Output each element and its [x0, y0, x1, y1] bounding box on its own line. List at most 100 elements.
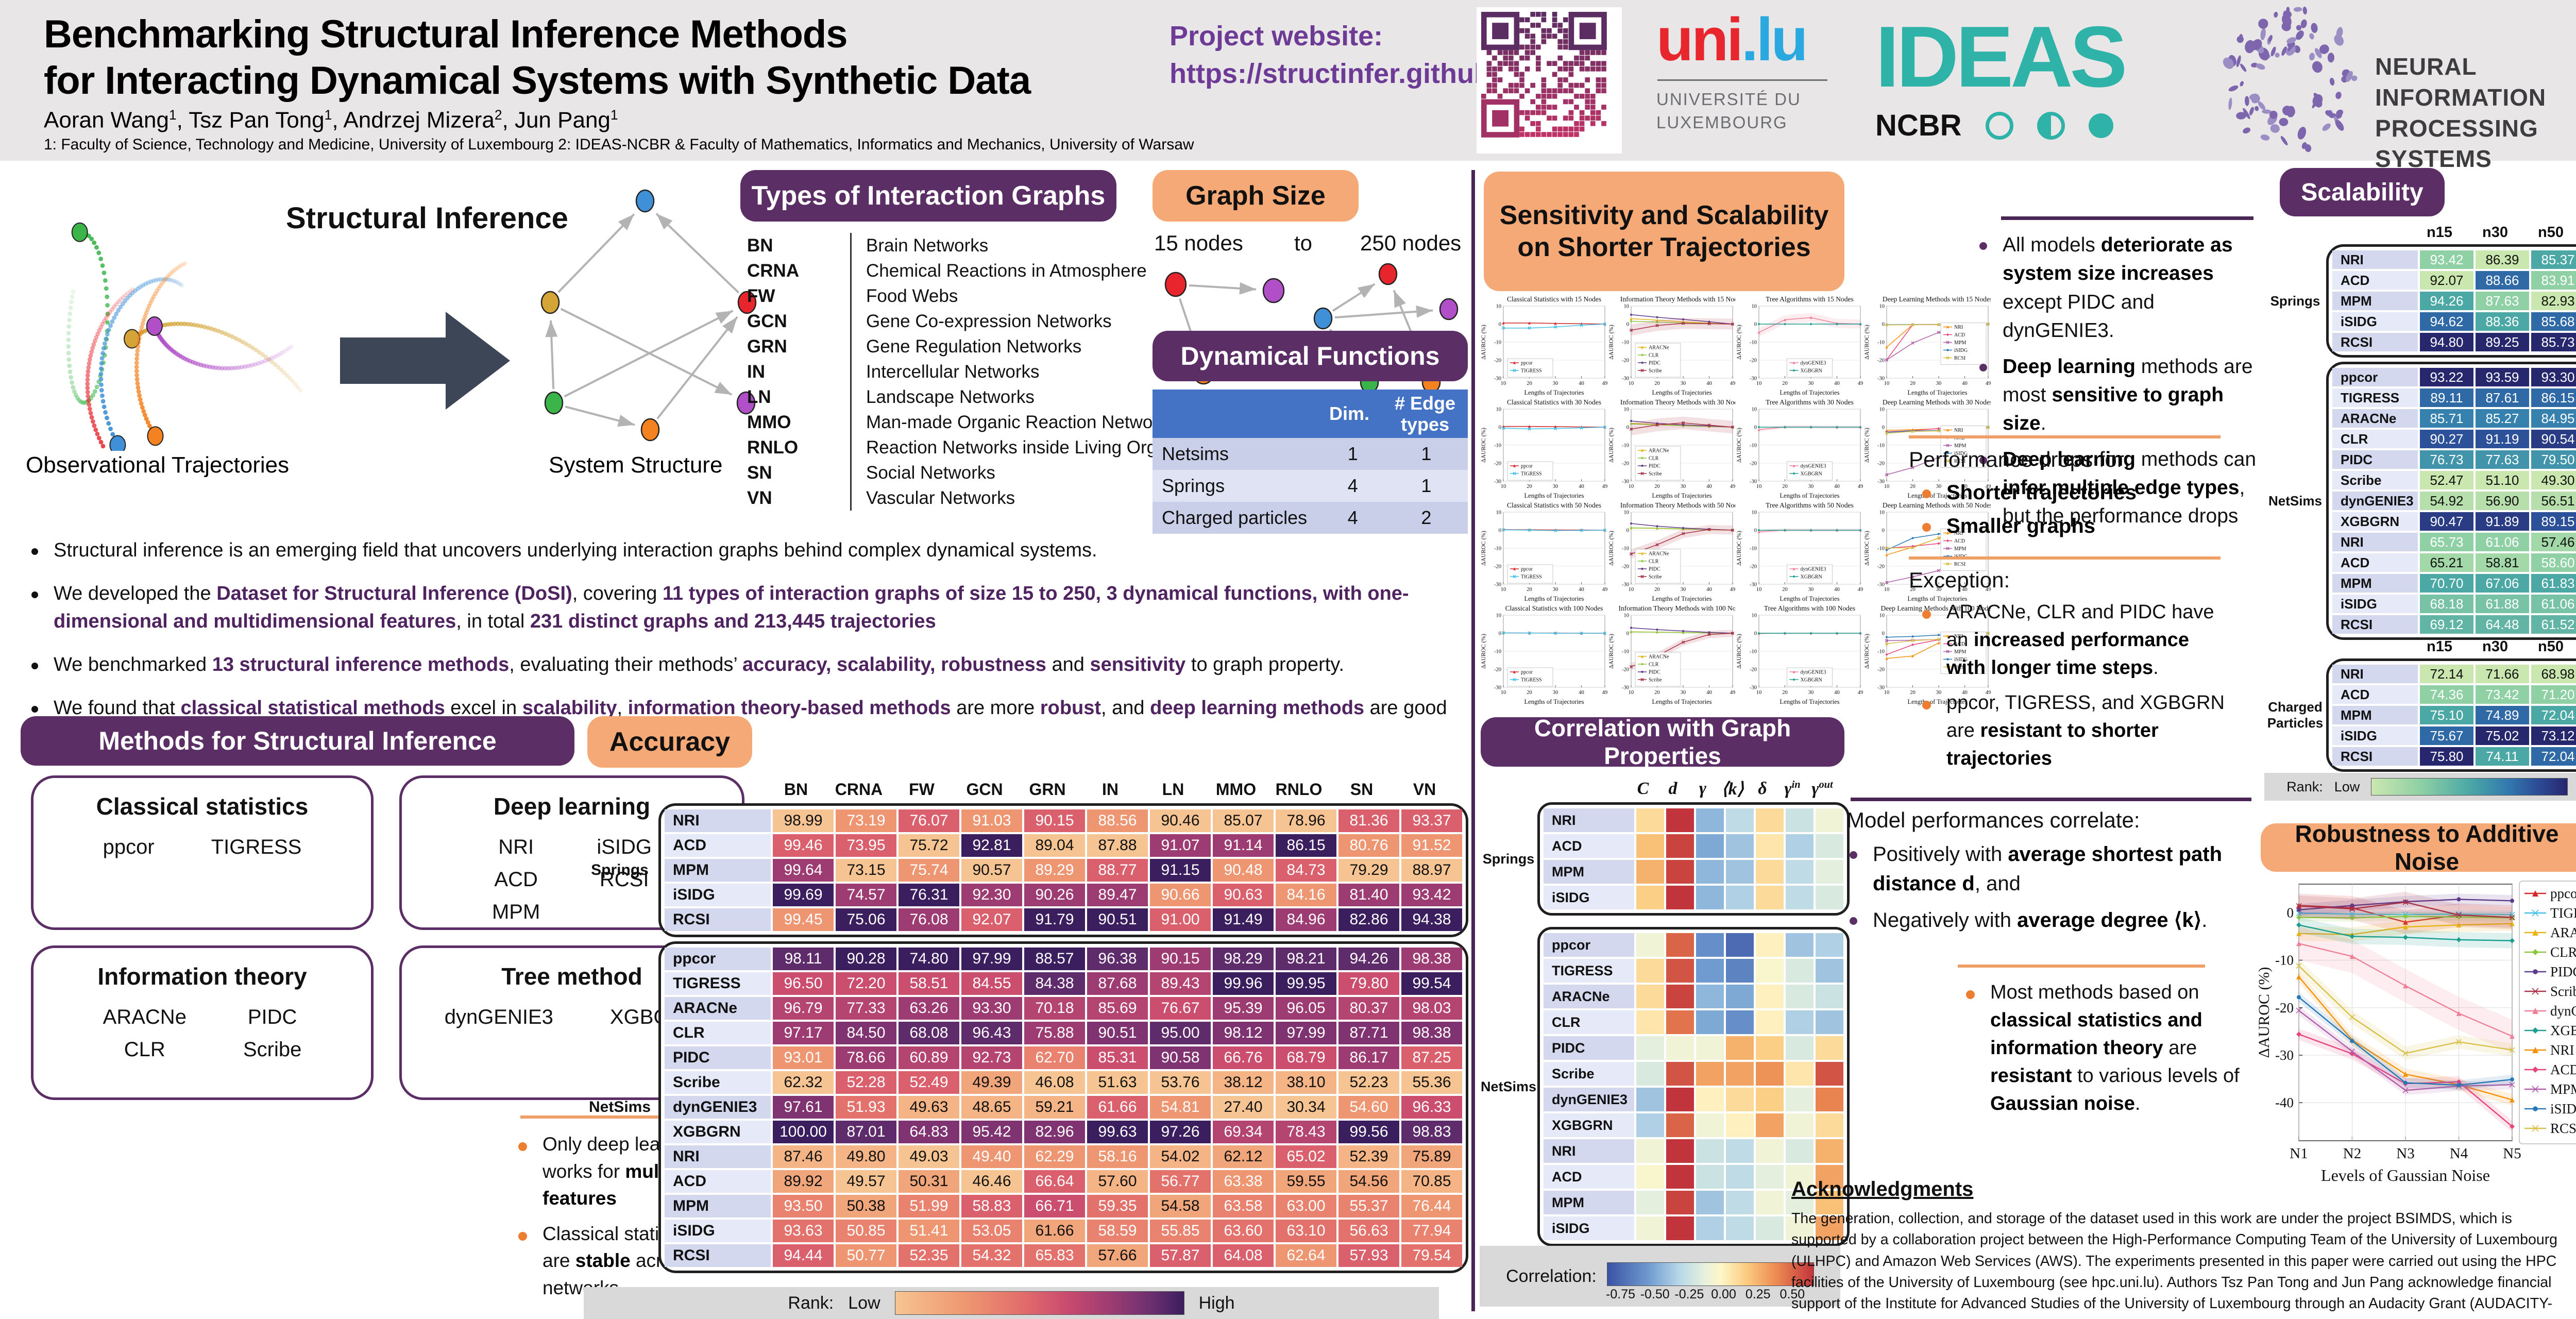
- website-url[interactable]: https://structinfer.github.io/: [1170, 58, 1531, 89]
- value-cell: 90.57: [961, 859, 1022, 882]
- svg-text:10: 10: [1496, 304, 1502, 310]
- methods-box-items: dynGENIE3 XGBGRN: [402, 1006, 742, 1029]
- website-label: Project website:: [1170, 21, 1383, 52]
- value-cell: 90.47: [2420, 512, 2473, 531]
- method-cell: NRI: [665, 1145, 771, 1168]
- value-cell: 84.96: [1276, 908, 1336, 931]
- svg-text:ARACNe: ARACNe: [2550, 925, 2576, 940]
- svg-text:10: 10: [1629, 690, 1634, 696]
- value-cell: 50.77: [836, 1244, 896, 1267]
- svg-text:30: 30: [1808, 690, 1814, 696]
- value-cell: 90.28: [836, 948, 896, 970]
- svg-text:ΔAUROC (%): ΔAUROC (%): [1608, 531, 1615, 566]
- svg-text:Lengths of Trajectories: Lengths of Trajectories: [1524, 492, 1584, 499]
- svg-text:XGBGRN: XGBGRN: [1801, 678, 1822, 683]
- affiliation: 1: Faculty of Science, Technology and Me…: [44, 136, 1194, 153]
- value-cell: 59.55: [1276, 1170, 1336, 1193]
- value-cell: 65.21: [2420, 553, 2473, 572]
- value-cell: 77.33: [836, 997, 896, 1020]
- svg-text:-10: -10: [1877, 649, 1885, 655]
- value-cell: 96.43: [961, 1022, 1022, 1044]
- svg-text:0: 0: [1754, 528, 1757, 534]
- value-cell: 64.08: [1213, 1244, 1274, 1267]
- corr-cell: [1756, 959, 1784, 983]
- svg-text:-10: -10: [1750, 340, 1757, 346]
- svg-text:10: 10: [1501, 690, 1506, 696]
- svg-text:ΔAUROC (%): ΔAUROC (%): [1608, 325, 1615, 360]
- corr-cell: [1786, 860, 1814, 884]
- value-cell: 56.90: [2476, 492, 2529, 510]
- corr-cell: [1636, 959, 1664, 983]
- type-row: RNLO Reaction Networks inside Living Orga…: [747, 435, 1463, 460]
- corr-cell: [1786, 1036, 1814, 1060]
- value-cell: 88.57: [1024, 948, 1085, 970]
- svg-text:-20: -20: [1750, 667, 1757, 673]
- svg-text:PIDC: PIDC: [1649, 567, 1660, 572]
- svg-text:ACD: ACD: [1954, 332, 1965, 338]
- svg-text:-10: -10: [1494, 443, 1501, 449]
- svg-text:30: 30: [1553, 484, 1558, 489]
- value-cell: 99.56: [1338, 1121, 1399, 1143]
- value-cell: 93.30: [2531, 368, 2576, 386]
- value-cell: 90.66: [1150, 884, 1211, 906]
- svg-text:Tree Algorithms with 100 Nodes: Tree Algorithms with 100 Nodes: [1764, 604, 1855, 612]
- corr-cell: [1666, 1036, 1694, 1060]
- value-cell: 77.63: [2476, 450, 2529, 469]
- value-cell: 49.63: [899, 1096, 959, 1119]
- value-cell: 90.51: [1087, 1022, 1148, 1044]
- svg-text:-30: -30: [1622, 376, 1629, 382]
- svg-text:ppcor: ppcor: [1521, 567, 1533, 572]
- svg-text:0: 0: [1499, 425, 1501, 431]
- svg-text:ΔAUROC (%): ΔAUROC (%): [1481, 531, 1487, 566]
- svg-text:RCSI: RCSI: [1954, 356, 1965, 361]
- types-panel-title: Types of Interaction Graphs: [740, 170, 1116, 222]
- value-cell: 96.79: [773, 997, 834, 1020]
- corr-cell: [1726, 834, 1754, 858]
- svg-text:N1: N1: [2290, 1145, 2308, 1162]
- method-cell: NRI: [665, 809, 771, 832]
- svg-text:Information Theory Methods wit: Information Theory Methods with 100 Node…: [1618, 604, 1735, 612]
- svg-text:iSIDG: iSIDG: [1954, 451, 1968, 456]
- svg-text:-20: -20: [1622, 358, 1629, 364]
- svg-text:ppcor: ppcor: [2550, 886, 2576, 901]
- value-cell: 96.33: [1401, 1096, 1462, 1119]
- svg-text:ΔAUROC (%): ΔAUROC (%): [1608, 634, 1615, 669]
- svg-text:-30: -30: [1622, 685, 1629, 691]
- corr-cell: [1786, 886, 1814, 909]
- value-cell: 51.93: [836, 1096, 896, 1119]
- svg-text:Tree Algorithms with 15 Nodes: Tree Algorithms with 15 Nodes: [1766, 295, 1854, 303]
- svg-text:-30: -30: [2275, 1047, 2294, 1063]
- value-cell: 54.58: [1150, 1195, 1211, 1217]
- corr-row: Scribe: [1543, 1061, 1844, 1087]
- table-row: CLR 97.17 84.50 68.08 96.43 75.88 90.51 95.00 98…: [664, 1021, 1463, 1045]
- method-cell: MPM: [2332, 706, 2418, 724]
- method-cell: ARACNe: [2332, 409, 2418, 428]
- corr-row: NRI: [1543, 807, 1844, 833]
- table-row: NRI 98.99 73.19 76.07 91.03 90.15 88.56 90.46 85…: [664, 808, 1463, 833]
- type-name: Gene Co-expression Networks: [850, 309, 1112, 334]
- value-cell: 75.80: [2420, 747, 2473, 766]
- header: Benchmarking Structural Inference Method…: [0, 0, 2576, 172]
- table-row: XGBGRN 100.00 87.01 64.83 95.42 82.96 99.63 97.…: [664, 1120, 1463, 1144]
- method-cell: XGBGRN: [2332, 512, 2418, 531]
- svg-text:49: 49: [1730, 484, 1735, 489]
- svg-text:ΔAUROC (%): ΔAUROC (%): [1481, 325, 1487, 360]
- bullet-dot: [1966, 990, 1975, 999]
- svg-text:49: 49: [1602, 381, 1607, 386]
- type-row: IN Intercellular Networks: [747, 359, 1463, 384]
- bullet-text: Positively with average shortest path di…: [1873, 843, 2223, 895]
- corr-cell: [1726, 959, 1754, 983]
- svg-text:20: 20: [1527, 690, 1532, 696]
- value-cell: 58.83: [961, 1195, 1022, 1217]
- value-cell: 89.11: [2420, 388, 2473, 407]
- corr-row: ACD: [1543, 1164, 1844, 1190]
- svg-text:10: 10: [1629, 484, 1634, 489]
- value-cell: 98.38: [1401, 1022, 1462, 1044]
- methods-box-information-theory: Information theory ARACNe CLR PIDC Scribe: [31, 945, 374, 1100]
- method-cell: MPM: [665, 1195, 771, 1217]
- value-cell: 85.31: [1087, 1046, 1148, 1069]
